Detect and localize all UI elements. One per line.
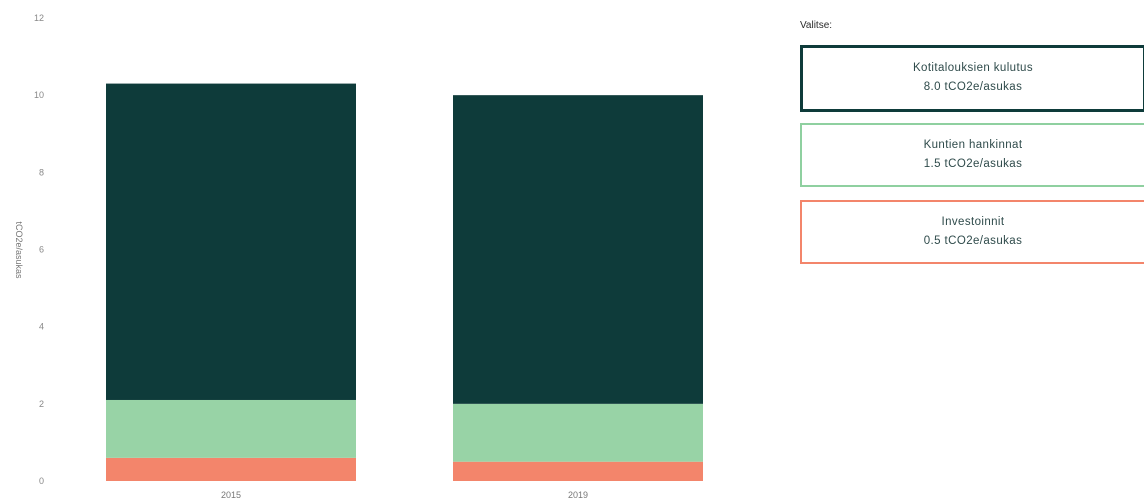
bar-segment-2019-kotitalouksien-kulutus [453, 95, 703, 404]
bar-segment-2019-kuntien-hankinnat [453, 403, 703, 462]
button-label: Kuntien hankinnat [923, 139, 1023, 151]
bar-segments [106, 83, 703, 481]
y-tick-label: 10 [34, 90, 44, 100]
button-value: 0.5 tCO2e/asukas [923, 235, 1023, 247]
y-tick-label: 4 [39, 322, 44, 332]
bar-segment-2015-investoinnit [106, 457, 356, 481]
button-value: 1.5 tCO2e/asukas [923, 158, 1023, 170]
y-tick-label: 12 [34, 13, 44, 23]
y-tick-label: 2 [39, 399, 44, 409]
bar-segment-2015-kotitalouksien-kulutus [106, 83, 356, 400]
selection-panel: Valitse: Kotitalouksien kulutus 8.0 tCO2… [796, 0, 1144, 504]
household-consumption-button[interactable]: Kotitalouksien kulutus 8.0 tCO2e/asukas [800, 45, 1144, 112]
municipal-procurement-button[interactable]: Kuntien hankinnat 1.5 tCO2e/asukas [800, 123, 1144, 187]
button-value: 8.0 tCO2e/asukas [923, 81, 1023, 93]
bar-segment-2019-investoinnit [453, 461, 703, 481]
y-tick-label: 8 [39, 167, 44, 177]
y-axis-label: tCO2e/asukas [14, 221, 24, 279]
panel-title: Valitse: [800, 20, 833, 31]
y-tick-label: 6 [39, 245, 44, 255]
stacked-bar-chart: 0 2 4 6 8 10 12 2015 2019 tCO2e/asukas [14, 13, 703, 500]
bar-segment-2015-kuntien-hankinnat [106, 399, 356, 458]
button-label: Investoinnit [941, 216, 1005, 228]
x-tick-label: 2015 [221, 490, 241, 500]
investments-button[interactable]: Investoinnit 0.5 tCO2e/asukas [800, 200, 1144, 264]
x-axis-ticks: 2015 2019 [221, 490, 588, 500]
y-axis-ticks: 0 2 4 6 8 10 12 [34, 13, 44, 486]
button-label: Kotitalouksien kulutus [912, 62, 1034, 74]
x-tick-label: 2019 [568, 490, 588, 500]
y-tick-label: 0 [39, 476, 44, 486]
